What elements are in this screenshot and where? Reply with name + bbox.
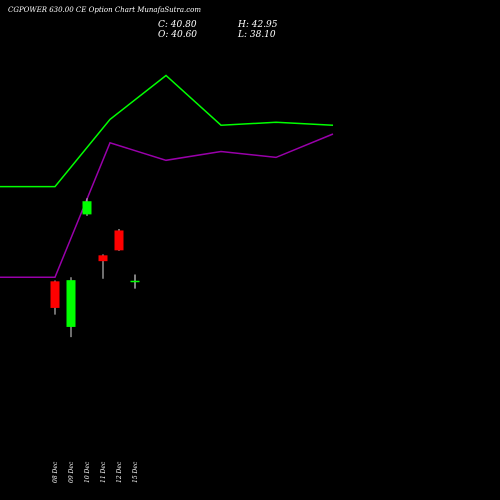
- overlay-line-1: [0, 74, 334, 188]
- open-value: O: 40.60: [158, 30, 198, 40]
- candle-body: [130, 280, 140, 283]
- candle-body: [98, 255, 108, 262]
- candle: [98, 254, 108, 279]
- high-value: H: 42.95: [238, 20, 278, 30]
- candles: [50, 198, 140, 338]
- x-tick-label: 15 Dec: [132, 461, 139, 483]
- close-value: C: 40.80: [158, 20, 197, 30]
- candle: [50, 280, 60, 315]
- candle-body: [66, 280, 76, 327]
- candle: [66, 277, 76, 338]
- low-value: L: 38.10: [238, 30, 276, 40]
- candle: [82, 198, 92, 216]
- x-tick-label: 09 Dec: [68, 461, 75, 483]
- candle: [130, 274, 140, 289]
- candle-body: [50, 281, 60, 308]
- overlay-line-2: [0, 133, 334, 278]
- x-tick-label: 08 Dec: [52, 461, 59, 483]
- candle-body: [82, 201, 92, 215]
- chart-title: CGPOWER 630.00 CE Option Chart MunafaSut…: [8, 6, 202, 14]
- x-tick-label: 12 Dec: [116, 461, 123, 483]
- candle-body: [114, 230, 124, 251]
- x-tick-label: 11 Dec: [100, 461, 107, 483]
- x-axis-ticks: 08 Dec 09 Dec 10 Dec 11 Dec 12 Dec 15 Dec: [52, 461, 139, 483]
- candle: [114, 229, 124, 251]
- overlay-lines: [0, 74, 334, 278]
- x-tick-label: 10 Dec: [84, 461, 91, 483]
